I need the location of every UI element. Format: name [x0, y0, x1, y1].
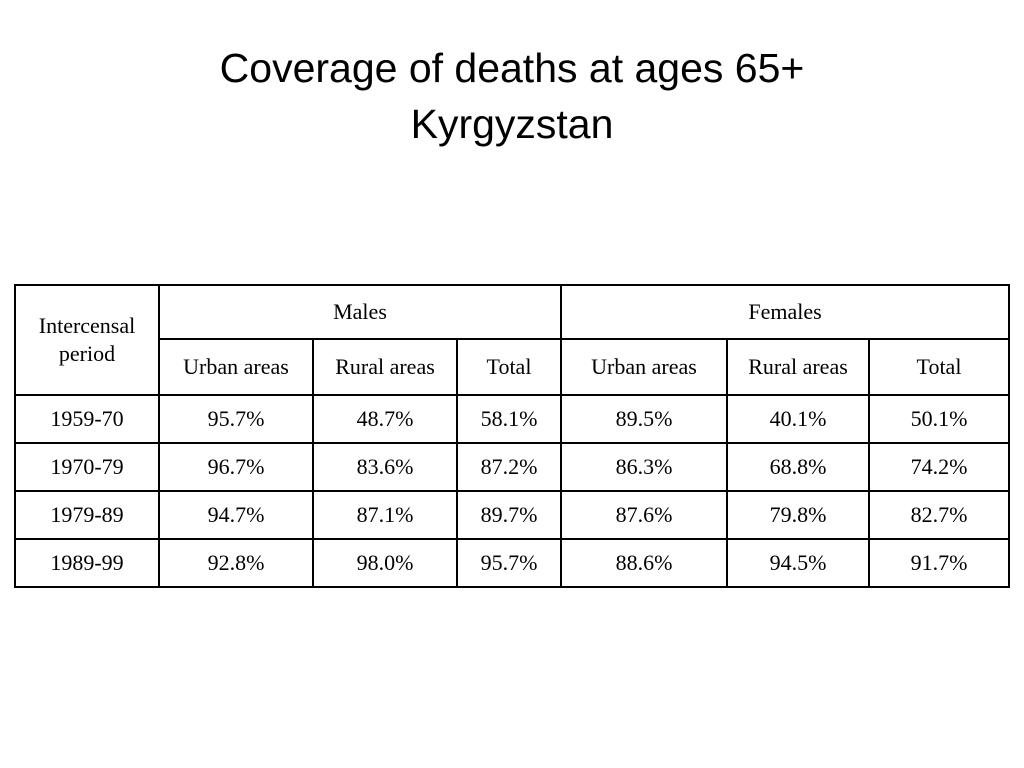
value-cell: 58.1%: [456, 394, 562, 444]
value-cell: 87.2%: [456, 442, 562, 492]
slide-title: Coverage of deaths at ages 65+ Kyrgyzsta…: [0, 40, 1024, 152]
value-cell: 83.6%: [312, 442, 458, 492]
value-cell: 95.7%: [456, 538, 562, 588]
period-cell: 1970-79: [14, 442, 160, 492]
slide-title-line-2: Kyrgyzstan: [410, 101, 614, 147]
value-cell: 91.7%: [868, 538, 1010, 588]
value-cell: 40.1%: [726, 394, 870, 444]
males-urban-header: Urban areas: [158, 338, 314, 396]
table-row: 1979-89 94.7% 87.1% 89.7% 87.6% 79.8% 82…: [14, 490, 1010, 540]
value-cell: 87.1%: [312, 490, 458, 540]
males-group-header: Males: [158, 284, 562, 340]
coverage-table: Intercensal period Males Females Urban a…: [14, 284, 1010, 588]
value-cell: 68.8%: [726, 442, 870, 492]
table-row: 1959-70 95.7% 48.7% 58.1% 89.5% 40.1% 50…: [14, 394, 1010, 444]
value-cell: 86.3%: [560, 442, 728, 492]
value-cell: 95.7%: [158, 394, 314, 444]
value-cell: 94.7%: [158, 490, 314, 540]
value-cell: 96.7%: [158, 442, 314, 492]
value-cell: 82.7%: [868, 490, 1010, 540]
males-rural-header: Rural areas: [312, 338, 458, 396]
period-header: Intercensal period: [14, 284, 160, 396]
females-group-header: Females: [560, 284, 1010, 340]
value-cell: 88.6%: [560, 538, 728, 588]
males-total-header: Total: [456, 338, 562, 396]
value-cell: 89.7%: [456, 490, 562, 540]
value-cell: 79.8%: [726, 490, 870, 540]
table-row: 1989-99 92.8% 98.0% 95.7% 88.6% 94.5% 91…: [14, 538, 1010, 588]
table-row: 1970-79 96.7% 83.6% 87.2% 86.3% 68.8% 74…: [14, 442, 1010, 492]
value-cell: 89.5%: [560, 394, 728, 444]
value-cell: 50.1%: [868, 394, 1010, 444]
table-header-row-subgroups: Urban areas Rural areas Total Urban area…: [15, 338, 1010, 396]
table-container: Intercensal period Males Females Urban a…: [14, 284, 1010, 588]
value-cell: 92.8%: [158, 538, 314, 588]
value-cell: 74.2%: [868, 442, 1010, 492]
females-urban-header: Urban areas: [560, 338, 728, 396]
value-cell: 48.7%: [312, 394, 458, 444]
value-cell: 87.6%: [560, 490, 728, 540]
table-header-row-groups: Intercensal period Males Females: [14, 284, 1010, 396]
females-total-header: Total: [868, 338, 1010, 396]
slide-title-line-1: Coverage of deaths at ages 65+: [219, 45, 805, 91]
value-cell: 94.5%: [726, 538, 870, 588]
period-cell: 1979-89: [14, 490, 160, 540]
period-cell: 1989-99: [14, 538, 160, 588]
value-cell: 98.0%: [312, 538, 458, 588]
females-rural-header: Rural areas: [726, 338, 870, 396]
period-cell: 1959-70: [14, 394, 160, 444]
